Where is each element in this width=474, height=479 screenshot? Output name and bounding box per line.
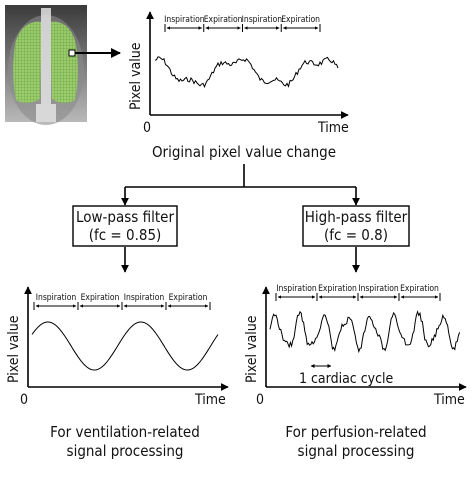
perfusion-phase-label: Inspiration bbox=[276, 284, 317, 294]
top-xlabel: Time bbox=[317, 120, 349, 136]
svg-text:Time: Time bbox=[433, 392, 465, 408]
perfusion-chart: 0 Time Pixel value Inspiration Expiration… bbox=[244, 284, 467, 460]
perfusion-phase-label: Expiration bbox=[318, 284, 357, 294]
ventilation-chart: 0 Time Pixel value Inspiration Expiration… bbox=[6, 286, 229, 460]
svg-text:Pixel value: Pixel value bbox=[6, 315, 22, 383]
svg-text:0: 0 bbox=[256, 392, 264, 408]
perfusion-phase-label: Inspiration bbox=[358, 284, 399, 294]
perfusion-phase-bar: Inspiration Expiration Inspiration Expirati… bbox=[275, 284, 441, 301]
ventilation-signal-line bbox=[31, 321, 219, 371]
svg-text:signal processing: signal processing bbox=[298, 442, 415, 460]
top-phase-label: Expiration bbox=[204, 15, 243, 25]
svg-text:For ventilation-related: For ventilation-related bbox=[50, 423, 200, 441]
top-origin: 0 bbox=[143, 120, 151, 136]
top-phase-label: Inspiration bbox=[164, 15, 205, 25]
top-signal-line bbox=[154, 56, 339, 89]
flow-connector bbox=[121, 164, 360, 206]
perfusion-phase-label: Expiration bbox=[400, 284, 439, 294]
chest-xray-image bbox=[5, 5, 121, 125]
roi-marker bbox=[68, 49, 76, 57]
ventilation-phase-label: Inspiration bbox=[124, 293, 165, 303]
svg-text:signal processing: signal processing bbox=[67, 442, 184, 460]
svg-text:Time: Time bbox=[194, 392, 226, 408]
top-phase-bar: Inspiration Expiration Inspiration Expirati… bbox=[164, 15, 321, 32]
svg-text:0: 0 bbox=[20, 392, 28, 408]
top-phase-label: Inspiration bbox=[242, 15, 283, 25]
svg-text:Pixel value: Pixel value bbox=[244, 315, 260, 383]
low-pass-filter-box: Low-pass filter (fc = 0.85) bbox=[72, 205, 178, 247]
svg-text:(fc = 0.85): (fc = 0.85) bbox=[89, 226, 162, 244]
ventilation-phase-label: Expiration bbox=[169, 293, 208, 303]
high-pass-filter-box: High-pass filter (fc = 0.8) bbox=[302, 205, 410, 247]
ventilation-phase-label: Expiration bbox=[81, 293, 120, 303]
svg-text:Low-pass filter: Low-pass filter bbox=[76, 208, 174, 226]
ventilation-phase-label: Inspiration bbox=[36, 293, 77, 303]
svg-text:High-pass filter: High-pass filter bbox=[305, 208, 408, 226]
perfusion-signal-line bbox=[269, 310, 461, 354]
top-ylabel: Pixel value bbox=[128, 42, 144, 110]
right-lung-grid bbox=[51, 21, 78, 103]
top-phase-label: Expiration bbox=[281, 15, 320, 25]
svg-text:(fc = 0.8): (fc = 0.8) bbox=[324, 226, 388, 244]
svg-text:For perfusion-related: For perfusion-related bbox=[285, 423, 426, 441]
ventilation-phase-bar: Inspiration Expiration Inspiration Expirati… bbox=[33, 293, 211, 310]
left-lung-grid bbox=[13, 21, 41, 103]
cardiac-cycle-label: 1 cardiac cycle bbox=[299, 371, 394, 387]
top-chart: 0 Time Pixel value Inspiration Expiration… bbox=[128, 11, 349, 161]
top-caption: Original pixel value change bbox=[152, 143, 336, 161]
